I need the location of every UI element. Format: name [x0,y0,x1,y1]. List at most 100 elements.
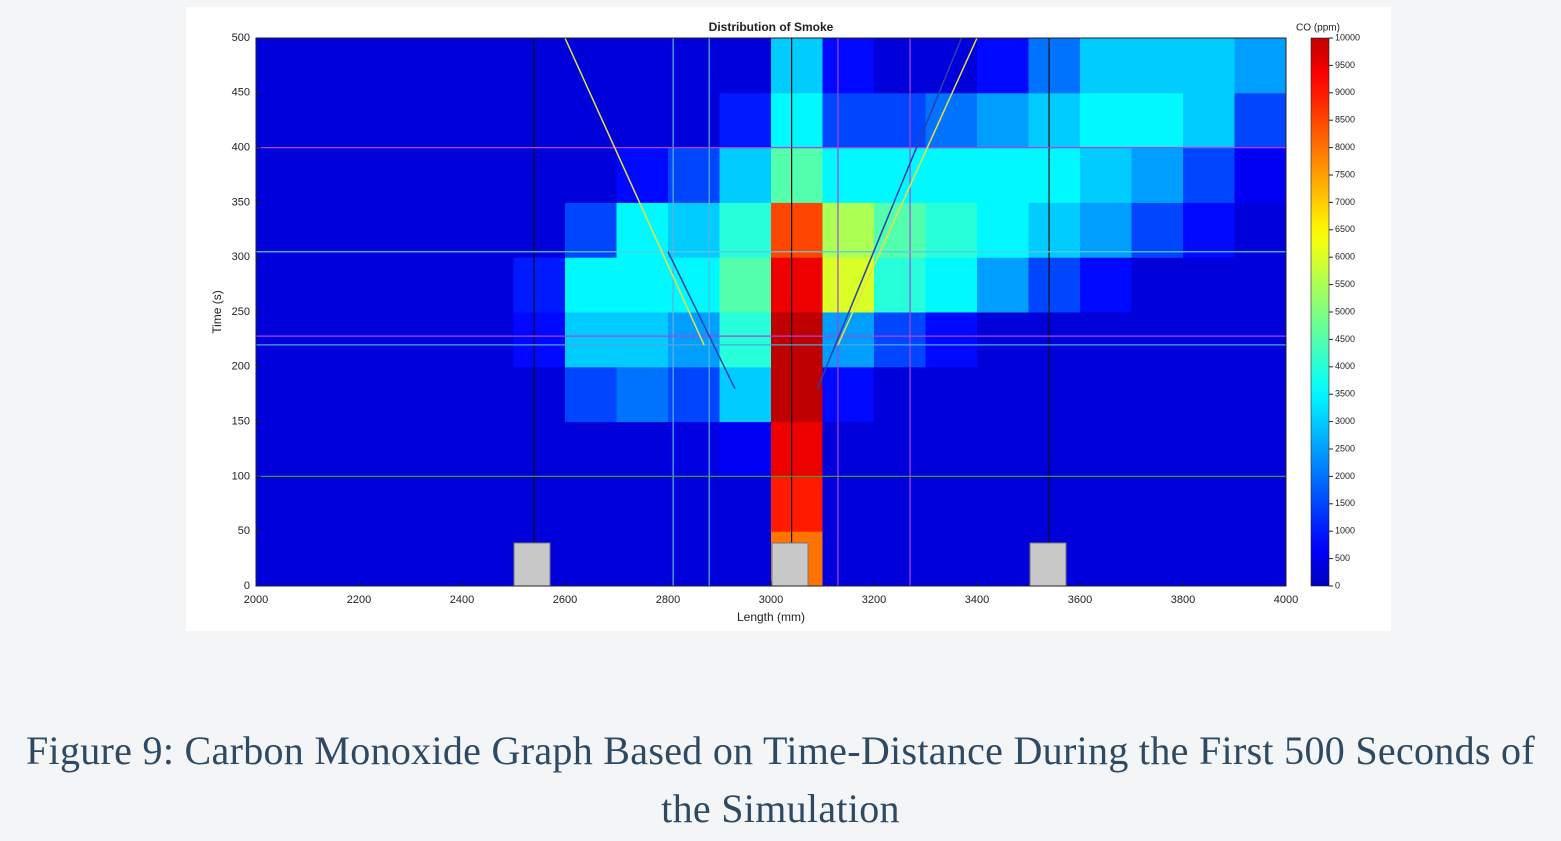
heat-cell [359,202,411,258]
colorbar-tick-label: 7500 [1335,169,1355,179]
heat-cell [925,92,978,149]
heat-cell [359,366,411,423]
heat-cell [513,257,566,313]
heat-cell [256,92,308,149]
colorbar-tick-label: 4500 [1335,334,1355,344]
heat-cell [462,531,514,587]
heat-cell [771,257,823,313]
heat-cell [1234,366,1287,423]
heat-cell [1080,147,1132,203]
heat-cell [616,421,669,477]
heat-cell [771,366,823,423]
heat-cell [874,421,926,477]
colorbar-label: CO (ppm) [1296,23,1340,34]
heat-cell [822,38,875,94]
heat-cell [1131,312,1184,368]
heat-cell [719,312,772,368]
x-tick-label: 3200 [862,594,886,606]
heat-cell [616,38,669,94]
colorbar-tick-label: 4000 [1335,361,1355,371]
heat-cell [977,202,1029,258]
colorbar-tick-label: 2000 [1335,471,1355,481]
heat-cell [925,257,978,313]
exit-doors [513,542,1067,587]
heat-cell [1131,476,1184,532]
heat-cell [307,257,360,313]
heat-cell [1080,366,1132,423]
heat-cell [771,92,823,149]
heat-cell [1183,531,1235,587]
heat-cell [925,202,978,258]
heat-cell [307,147,360,203]
heat-cell [822,531,875,587]
heat-cell [462,202,514,258]
heat-cell [513,312,566,368]
heat-cell [565,421,617,477]
heat-cell [977,147,1029,203]
heat-cell [565,202,617,258]
heat-cell [565,531,617,587]
heat-cell [616,312,669,368]
heat-cell [1028,257,1081,313]
heat-cell [1080,257,1132,313]
heat-cell [1183,202,1235,258]
heat-cell [410,312,463,368]
heat-cell [1028,147,1081,203]
heat-cell [771,147,823,203]
y-tick-label: 0 [244,580,250,592]
y-tick-label: 50 [238,525,250,537]
x-tick-label: 3000 [759,594,783,606]
heat-cell [1131,38,1184,94]
y-tick-label: 200 [232,361,250,373]
trajectory-line [564,37,705,346]
heat-cell [771,202,823,258]
heat-cell [256,38,308,94]
colorbar-tick-label: 3000 [1335,416,1355,426]
heat-cell [359,531,411,587]
heat-cell [359,38,411,94]
heat-cell [1183,257,1235,313]
heat-cell [565,476,617,532]
colorbar-tick-label: 1000 [1335,526,1355,536]
heat-cell [874,312,926,368]
heat-cell [307,312,360,368]
heat-cell [565,147,617,203]
door-icon [513,542,551,587]
heat-cell [1234,202,1287,258]
heat-cell [668,366,720,423]
colorbar-tick-label: 500 [1335,553,1350,563]
heat-cell [307,366,360,423]
heat-cell [616,92,669,149]
heat-cell [256,147,308,203]
colorbar-tick-label: 9000 [1335,87,1355,97]
colorbar-tick-label: 0 [1335,580,1340,590]
colorbar-tick-label: 8500 [1335,115,1355,125]
heat-cell [874,92,926,149]
heat-cell [771,476,823,532]
heat-cell [822,421,875,477]
x-tick-label: 3600 [1068,594,1092,606]
heat-cell [307,421,360,477]
heat-cell [616,366,669,423]
heat-cell [410,38,463,94]
heat-cell [462,312,514,368]
x-axis-label: Length (mm) [737,610,805,624]
heat-cell [822,257,875,313]
door-icon [1029,542,1067,587]
heat-cell [307,38,360,94]
y-tick-label: 350 [232,196,250,208]
heat-cell [771,38,823,94]
heat-cell [1183,366,1235,423]
heat-cell [977,92,1029,149]
x-tick-label: 2200 [347,594,371,606]
heat-cell [1183,147,1235,203]
heat-cell [1131,147,1184,203]
heat-cell [1028,312,1081,368]
heat-cell [410,202,463,258]
heat-cell [874,476,926,532]
heat-cell [359,421,411,477]
heat-cell [410,147,463,203]
y-axis-label: Time (s) [210,290,224,334]
heat-cell [565,92,617,149]
